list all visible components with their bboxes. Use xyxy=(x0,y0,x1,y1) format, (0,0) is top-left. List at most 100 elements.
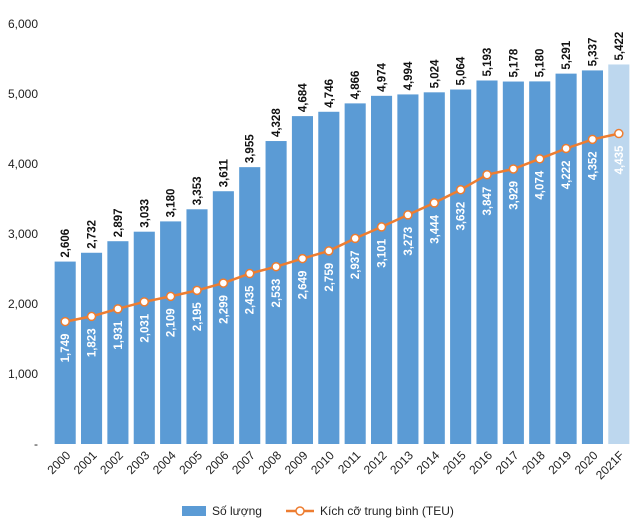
bar-data-label: 4,746 xyxy=(324,79,336,108)
line-point xyxy=(455,185,466,195)
line-data-label: 2,109 xyxy=(166,308,178,337)
bar xyxy=(212,191,234,444)
bar xyxy=(423,92,445,444)
line-point xyxy=(244,268,255,279)
bar xyxy=(581,70,603,444)
line-point xyxy=(324,246,334,256)
line-data-label: 3,929 xyxy=(508,181,520,210)
bar xyxy=(160,221,182,444)
bar xyxy=(555,73,577,444)
x-tick-label: 2017 xyxy=(493,448,522,477)
bar-data-label: 3,353 xyxy=(192,177,204,206)
line-point xyxy=(350,233,360,244)
bar xyxy=(318,111,340,444)
line-point xyxy=(113,304,123,314)
x-tick-label: 2001 xyxy=(71,448,100,477)
bar-data-label: 5,193 xyxy=(482,48,494,77)
line-point xyxy=(561,143,571,154)
bar xyxy=(450,89,472,445)
bar xyxy=(291,116,313,445)
line-data-label: 2,195 xyxy=(192,302,204,331)
bar-data-label: 4,866 xyxy=(350,71,362,100)
bar-data-label: 3,033 xyxy=(139,199,151,228)
bar-data-label: 5,337 xyxy=(587,38,599,67)
bar xyxy=(186,209,208,444)
line-point xyxy=(508,164,519,174)
line-point xyxy=(297,253,308,264)
bar xyxy=(54,261,76,444)
x-tick-label: 2015 xyxy=(440,448,469,477)
y-tick-label: - xyxy=(34,437,38,451)
line-point xyxy=(534,154,545,164)
line-data-labels: 1,749 1,823 1,931 2,031 2,109 2,195 2,299 2,435… xyxy=(60,145,626,362)
x-tick-label: 2002 xyxy=(97,448,126,477)
line-point xyxy=(60,316,70,327)
line-data-label: 2,937 xyxy=(350,250,362,279)
bar xyxy=(502,81,524,444)
x-tick-label: 2021F xyxy=(593,448,627,482)
bar-data-label: 2,732 xyxy=(87,220,99,249)
x-tick-label: 2004 xyxy=(150,448,179,477)
y-tick-label: 2,000 xyxy=(8,297,38,311)
x-tick-label: 2008 xyxy=(255,448,284,477)
line-data-label: 4,074 xyxy=(535,170,547,199)
x-tick-label: 2018 xyxy=(519,448,548,477)
line-data-label: 2,759 xyxy=(324,263,336,292)
line-point xyxy=(587,134,598,145)
line-point xyxy=(218,278,229,288)
line-data-label: 3,632 xyxy=(456,202,468,231)
line-point xyxy=(165,291,176,302)
x-tick-label: 2012 xyxy=(361,448,390,477)
y-tick-label: 4,000 xyxy=(8,157,38,171)
bar xyxy=(107,241,129,444)
x-tick-label: 2011 xyxy=(335,448,363,476)
y-tick-label: 6,000 xyxy=(8,17,38,31)
bar xyxy=(133,231,155,444)
line-point xyxy=(403,210,413,220)
x-axis: 2000200120022003200420052006200720082009… xyxy=(45,448,627,482)
bar-data-label: 5,180 xyxy=(535,49,547,78)
line-point xyxy=(376,222,387,232)
legend-line-marker xyxy=(295,506,305,516)
x-tick-label: 2014 xyxy=(414,448,443,477)
bar xyxy=(239,167,261,444)
x-tick-label: 2016 xyxy=(466,448,495,477)
line-point xyxy=(482,169,492,180)
line-data-label: 2,533 xyxy=(271,279,283,308)
line-data-label: 3,101 xyxy=(377,238,389,267)
line-data-label: 2,649 xyxy=(297,271,309,300)
line-point xyxy=(429,198,440,208)
y-tick-label: 1,000 xyxy=(8,367,38,381)
bar-data-label: 5,178 xyxy=(508,48,520,77)
bar-data-label: 5,064 xyxy=(456,56,468,85)
line-data-label: 4,222 xyxy=(561,160,573,189)
bar xyxy=(81,252,103,444)
line-data-label: 1,749 xyxy=(60,334,72,363)
line-data-label: 4,352 xyxy=(587,151,599,180)
line-data-label: 3,273 xyxy=(403,227,415,256)
line-point xyxy=(192,285,202,296)
bar xyxy=(344,103,366,444)
bar-data-label: 4,684 xyxy=(297,83,309,112)
x-tick-label: 2003 xyxy=(124,448,153,477)
bar xyxy=(476,80,498,445)
bar-data-label: 3,180 xyxy=(166,189,178,218)
x-tick-label: 2005 xyxy=(176,448,205,477)
x-tick-label: 2006 xyxy=(203,448,232,477)
bar xyxy=(371,95,393,444)
legend-bar-swatch xyxy=(182,506,206,516)
bar xyxy=(529,81,551,445)
bar-data-label: 2,897 xyxy=(113,208,125,237)
bar xyxy=(608,64,630,445)
line-data-label: 3,847 xyxy=(482,187,494,216)
line-path xyxy=(64,132,620,323)
x-tick-label: 2009 xyxy=(282,448,311,477)
bar-series xyxy=(54,64,630,445)
legend-bar-label: Số lượng xyxy=(212,504,262,518)
x-tick-label: 2013 xyxy=(387,448,416,477)
bar-data-label: 2,606 xyxy=(60,229,72,258)
bar xyxy=(397,94,419,445)
line-data-label: 4,435 xyxy=(614,145,626,174)
y-tick-label: 3,000 xyxy=(8,227,38,241)
